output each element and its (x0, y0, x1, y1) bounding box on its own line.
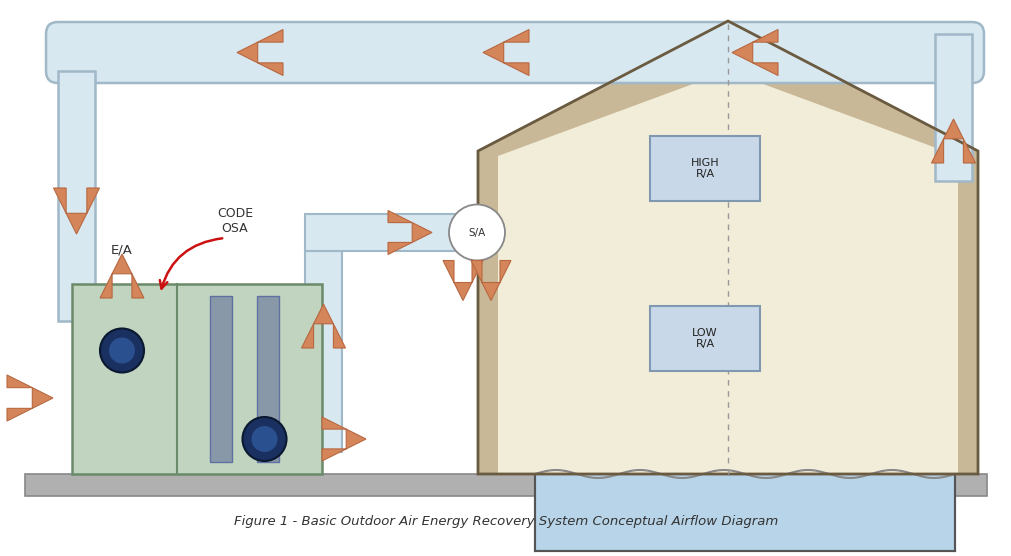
Bar (25, 474, 986, 496)
Bar (209, 296, 232, 462)
Polygon shape (54, 188, 99, 234)
Bar (304, 251, 342, 452)
Circle shape (449, 205, 504, 261)
Polygon shape (443, 261, 482, 300)
Text: S/A: S/A (468, 227, 485, 237)
Text: CODE
OSA: CODE OSA (216, 207, 253, 235)
Circle shape (252, 426, 277, 452)
Polygon shape (321, 417, 366, 461)
Polygon shape (731, 29, 777, 76)
Polygon shape (497, 71, 957, 474)
Bar (934, 34, 971, 181)
Circle shape (100, 329, 144, 373)
Text: HIGH
R/A: HIGH R/A (690, 158, 719, 179)
Bar (58, 71, 95, 321)
FancyArrowPatch shape (160, 239, 222, 289)
Polygon shape (930, 119, 975, 163)
Polygon shape (7, 375, 53, 421)
FancyBboxPatch shape (45, 22, 983, 83)
Bar (257, 296, 279, 462)
Text: LOW
R/A: LOW R/A (692, 327, 717, 349)
Polygon shape (477, 21, 977, 474)
Polygon shape (482, 29, 529, 76)
Polygon shape (237, 29, 283, 76)
Polygon shape (387, 211, 432, 255)
Polygon shape (301, 304, 345, 348)
Polygon shape (100, 254, 144, 298)
Bar (304, 214, 479, 251)
Bar (649, 136, 759, 201)
Text: Figure 1 - Basic Outdoor Air Energy Recovery System Conceptual Airflow Diagram: Figure 1 - Basic Outdoor Air Energy Reco… (234, 514, 777, 528)
Bar (535, 474, 954, 551)
Polygon shape (470, 261, 511, 300)
Text: E/A: E/A (111, 243, 132, 256)
Circle shape (243, 417, 286, 461)
Bar (649, 306, 759, 371)
Circle shape (109, 337, 134, 364)
Bar (72, 284, 321, 474)
